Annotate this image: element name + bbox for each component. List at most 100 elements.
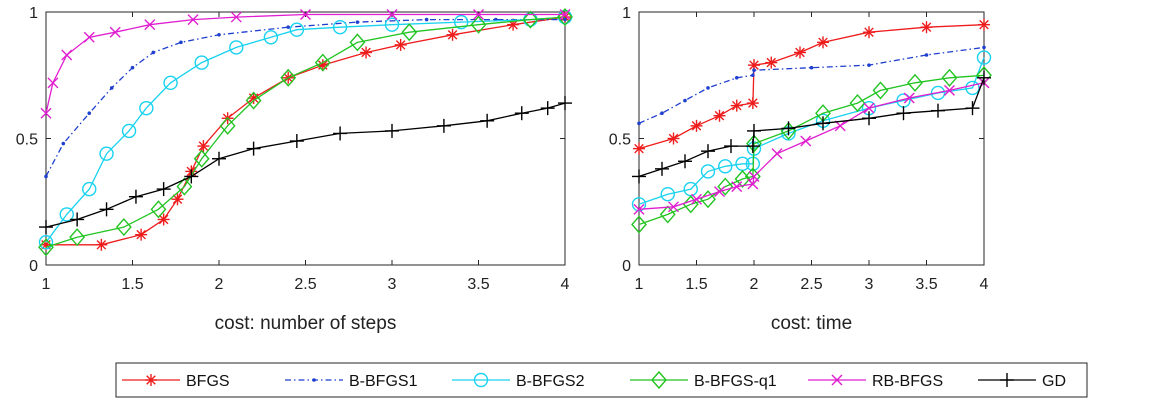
data-point-bfgs — [817, 36, 829, 49]
legend: BFGS B-BFGS1 B-BFGS2 B-BFGS-q1 RB-BFGS GD — [115, 362, 1088, 398]
series-gd — [39, 96, 572, 235]
data-point-bfgs — [633, 142, 645, 155]
data-point-b-bfgs-q1 — [907, 73, 923, 92]
x-tick-label: 2.5 — [294, 276, 316, 293]
data-point-rb-bfgs — [748, 170, 760, 182]
data-point-bfgs — [713, 109, 726, 122]
data-point-rb-bfgs — [633, 203, 645, 215]
legend-marker-diamond — [651, 370, 667, 390]
data-point-gd — [99, 202, 114, 217]
data-point-gd — [246, 141, 261, 156]
legend-marker-circle — [473, 372, 489, 388]
data-point-b-bfgs1 — [355, 20, 360, 24]
legend-entry-gd: GD — [978, 373, 1066, 390]
x-tick-label: 1 — [42, 276, 51, 293]
series-line-b-bfgs-q1 — [45, 16, 566, 248]
data-point-rb-bfgs — [691, 193, 702, 205]
data-point-b-bfgs-q1 — [470, 15, 487, 34]
data-point-gd — [632, 169, 646, 184]
series-b-bfgs1 — [637, 45, 986, 126]
data-point-gd — [480, 113, 495, 128]
data-point-gd — [184, 169, 199, 184]
data-point-b-bfgs1 — [424, 17, 429, 22]
data-point-gd — [128, 189, 143, 204]
y-tick-label: 0.5 — [609, 132, 631, 149]
series-bfgs — [633, 18, 990, 155]
data-point-b-bfgs1 — [217, 32, 221, 37]
data-point-b-bfgs2 — [139, 100, 154, 116]
data-point-b-bfgs-q1 — [401, 23, 418, 42]
data-point-b-bfgs1 — [563, 17, 567, 22]
data-point-gd — [816, 116, 830, 131]
data-point-gd — [896, 106, 911, 121]
legend-entry-b-bfgs1: B-BFGS1 — [285, 373, 418, 390]
x-tick-label: 1.5 — [121, 276, 143, 293]
data-point-b-bfgs2 — [454, 14, 469, 30]
y-tick-label: 0 — [29, 258, 38, 275]
data-point-b-bfgs2 — [660, 186, 675, 202]
series-rb-bfgs — [40, 9, 571, 119]
series-b-bfgs-q1 — [38, 7, 573, 257]
data-point-b-bfgs2 — [99, 146, 114, 161]
data-point-b-bfgs-q1 — [522, 10, 539, 29]
data-point-rb-bfgs — [473, 9, 484, 21]
data-point-b-bfgs1 — [286, 25, 291, 29]
data-point-b-bfgs2 — [121, 123, 137, 139]
legend-marker-point — [312, 378, 316, 382]
data-point-b-bfgs1 — [809, 65, 814, 70]
data-point-gd — [514, 106, 529, 121]
data-point-b-bfgs-q1 — [872, 81, 889, 100]
chart-steps: 1 1.5 2 2.5 3 3.5 4 0 0.5 1 cost: number of steps — [16, 5, 573, 334]
data-point-b-bfgs1 — [637, 121, 641, 126]
data-point-gd — [156, 182, 171, 197]
data-point-bfgs — [730, 99, 743, 112]
data-point-rb-bfgs — [668, 201, 679, 213]
legend-label: BFGS — [186, 373, 230, 390]
x-tick-label: 3.5 — [915, 276, 937, 293]
data-point-gd — [385, 123, 399, 138]
data-point-b-bfgs1 — [109, 86, 114, 90]
data-point-b-bfgs-q1 — [314, 53, 331, 72]
series-line-rb-bfgs — [638, 82, 985, 210]
series-gd — [632, 70, 991, 184]
data-point-gd — [39, 220, 53, 235]
data-point-rb-bfgs — [944, 84, 955, 96]
data-point-gd — [862, 111, 876, 126]
data-point-b-bfgs1 — [751, 73, 755, 78]
data-point-gd — [931, 103, 945, 118]
data-point-b-bfgs-q1 — [193, 149, 210, 168]
data-point-bfgs — [360, 46, 373, 59]
data-point-rb-bfgs — [903, 92, 915, 104]
series-line-gd — [45, 102, 566, 228]
data-point-b-bfgs2 — [229, 40, 244, 55]
data-point-bfgs — [197, 140, 210, 153]
data-point-b-bfgs-q1 — [734, 169, 751, 189]
legend-marker-asterisk — [145, 374, 157, 386]
data-point-gd — [558, 96, 572, 111]
data-point-rb-bfgs — [386, 9, 398, 21]
data-point-gd — [745, 139, 760, 154]
x-tick-label: 3 — [388, 276, 397, 293]
x-axis-label: cost: number of steps — [215, 313, 397, 334]
data-point-b-bfgs-q1 — [245, 91, 262, 110]
data-point-bfgs — [135, 228, 148, 241]
legend-entry-rb-bfgs: RB-BFGS — [808, 373, 943, 390]
data-point-b-bfgs-q1 — [69, 228, 86, 247]
data-point-b-bfgs1 — [683, 98, 687, 103]
data-point-rb-bfgs — [800, 135, 812, 147]
data-point-bfgs — [978, 18, 990, 31]
data-point-gd — [436, 118, 451, 133]
data-point-b-bfgs1 — [151, 50, 156, 55]
legend-entry-b-bfgs-q1: B-BFGS-q1 — [630, 370, 777, 390]
data-point-b-bfgs-q1 — [941, 68, 958, 87]
data-point-b-bfgs2 — [194, 55, 209, 70]
data-point-b-bfgs2 — [82, 181, 97, 197]
data-point-rb-bfgs — [714, 186, 725, 198]
legend-label: RB-BFGS — [872, 373, 943, 390]
data-point-gd — [701, 144, 715, 159]
data-point-rb-bfgs — [559, 9, 571, 21]
data-point-rb-bfgs — [731, 181, 743, 193]
data-point-rb-bfgs — [187, 14, 199, 26]
legend-marker-plus — [1000, 373, 1014, 387]
data-point-rb-bfgs — [230, 11, 242, 23]
